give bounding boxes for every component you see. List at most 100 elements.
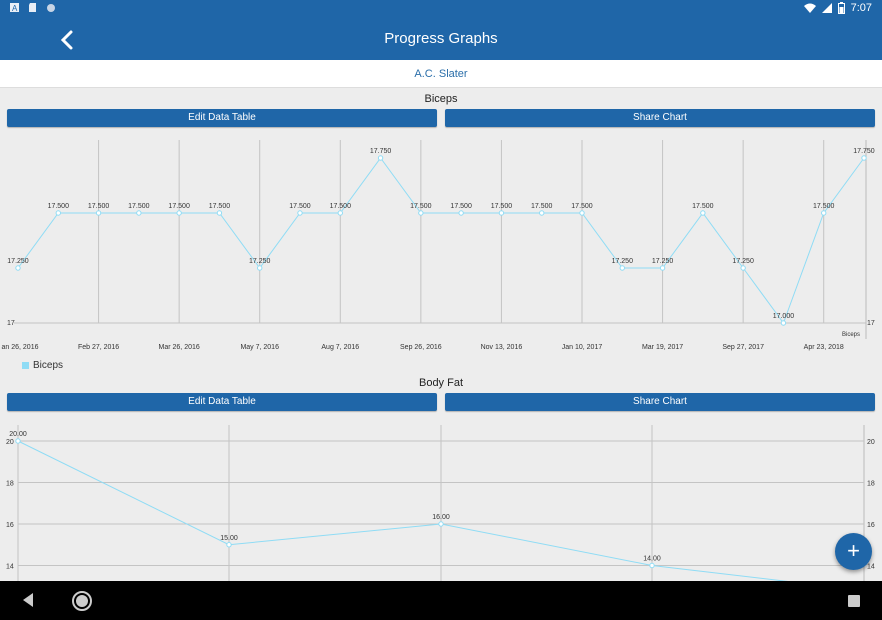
body-fat-data-point: [649, 562, 655, 569]
biceps-data-point: [579, 210, 585, 216]
biceps-data-label: 17.500: [88, 203, 110, 210]
y2-tick-label: 17: [867, 320, 875, 327]
x-tick-label: Aug 7, 2016: [321, 344, 359, 351]
status-icons-right: 7:07: [803, 2, 872, 14]
a-icon: A: [10, 3, 19, 13]
biceps-data-point: [458, 210, 464, 216]
sd-card-icon: [29, 3, 36, 12]
back-button[interactable]: [52, 24, 82, 54]
legend-swatch: [22, 362, 29, 369]
biceps-data-point: [659, 265, 666, 271]
battery-icon: [837, 2, 845, 14]
add-fab-button[interactable]: +: [835, 533, 872, 570]
biceps-data-point: [377, 155, 384, 161]
body-fat-data-point: [15, 438, 21, 444]
page-title: Progress Graphs: [384, 30, 498, 47]
biceps-legend: Biceps: [22, 360, 63, 371]
biceps-edit-data-table-button[interactable]: Edit Data Table: [7, 109, 437, 127]
biceps-data-point: [297, 210, 303, 216]
biceps-data-point: [216, 210, 223, 216]
biceps-data-point: [136, 210, 142, 216]
biceps-data-label: 17.500: [571, 203, 593, 210]
biceps-data-label: 17.250: [249, 258, 271, 265]
nav-home-icon[interactable]: [72, 591, 92, 611]
body-fat-title: Body Fat: [418, 377, 464, 389]
y2-tick-label: 14: [867, 564, 875, 571]
biceps-data-label: 17.500: [531, 203, 553, 210]
biceps-title: Biceps: [424, 93, 458, 105]
x-tick-label: Mar 19, 2017: [642, 344, 683, 351]
circle-icon: [47, 4, 55, 12]
y-tick-label: 16: [6, 522, 14, 529]
body-fat-data-label: 20.00: [9, 431, 27, 438]
biceps-data-point: [55, 210, 61, 216]
svg-text:A: A: [12, 4, 18, 13]
biceps-data-label: 17.750: [853, 148, 875, 155]
biceps-data-label: 17.500: [168, 203, 190, 210]
biceps-data-point: [861, 155, 867, 161]
biceps-data-point: [619, 265, 625, 271]
biceps-data-point: [821, 210, 827, 216]
nav-back-icon[interactable]: [20, 592, 36, 608]
biceps-data-point: [780, 320, 787, 326]
body-fat-data-label: 16.00: [432, 514, 450, 521]
body-fat-edit-data-table-button[interactable]: Edit Data Table: [7, 393, 437, 411]
x-tick-label: May 7, 2016: [240, 344, 279, 351]
x-tick-label: Sep 27, 2017: [722, 344, 764, 351]
biceps-data-label: 17.500: [410, 203, 432, 210]
y2-tick-label: 16: [867, 522, 875, 529]
biceps-data-label: 17.500: [48, 203, 70, 210]
biceps-data-label: 17.000: [773, 313, 795, 320]
status-bar: A 7:07: [0, 0, 882, 18]
y-tick-label: 20: [6, 439, 14, 446]
biceps-data-label: 17.500: [813, 203, 835, 210]
body-fat-data-point: [226, 542, 232, 548]
biceps-share-chart-button[interactable]: Share Chart: [445, 109, 875, 127]
system-nav-bar: [0, 581, 882, 620]
biceps-data-point: [700, 210, 706, 216]
biceps-data-label: 17.250: [612, 258, 634, 265]
biceps-data-point: [337, 210, 343, 216]
series-caption: Biceps: [842, 332, 860, 338]
biceps-data-label: 17.250: [652, 258, 674, 265]
y2-tick-label: 20: [867, 439, 875, 446]
x-tick-label: Sep 26, 2016: [400, 344, 442, 351]
biceps-data-label: 17.500: [491, 203, 513, 210]
biceps-data-label: 17.500: [209, 203, 231, 210]
x-tick-label: Apr 23, 2018: [804, 344, 844, 351]
biceps-data-point: [539, 210, 545, 216]
legend-label: Biceps: [33, 360, 64, 371]
app-bar: Progress Graphs: [0, 18, 882, 60]
client-name: A.C. Slater: [0, 60, 882, 88]
biceps-data-label: 17.500: [330, 203, 352, 210]
x-tick-label: Mar 26, 2016: [159, 344, 200, 351]
body-fat-data-label: 14.00: [643, 556, 661, 563]
biceps-data-label: 17.250: [732, 258, 754, 265]
biceps-data-label: 17.500: [128, 203, 150, 210]
wifi-icon: [803, 3, 816, 13]
biceps-data-point: [740, 265, 746, 271]
biceps-data-label: 17.500: [692, 203, 714, 210]
body-fat-data-label: 15.00: [220, 535, 238, 542]
x-tick-label: Feb 27, 2016: [78, 344, 119, 351]
biceps-data-point: [257, 265, 263, 271]
body-fat-data-point: [438, 521, 444, 527]
x-tick-label: an 26, 2016: [2, 344, 39, 351]
biceps-data-point: [418, 210, 424, 216]
biceps-data-point: [176, 210, 182, 216]
chevron-left-icon: [60, 30, 73, 50]
signal-icon: [821, 2, 832, 13]
biceps-data-label: 17.500: [289, 203, 311, 210]
x-tick-label: Nov 13, 2016: [481, 344, 523, 351]
body-fat-share-chart-button[interactable]: Share Chart: [445, 393, 875, 411]
status-icons-left: A: [10, 2, 56, 13]
y-tick-label: 17: [7, 320, 15, 327]
biceps-data-point: [498, 210, 505, 216]
biceps-data-label: 17.750: [370, 148, 392, 155]
biceps-series-line: [17, 157, 865, 325]
biceps-chart: 17.250 17.500 17.500 17.500 17.500 17.500 17.2…: [2, 140, 875, 351]
biceps-data-label: 17.250: [7, 258, 29, 265]
nav-recents-icon[interactable]: [848, 595, 860, 607]
y-tick-label: 18: [6, 481, 14, 488]
